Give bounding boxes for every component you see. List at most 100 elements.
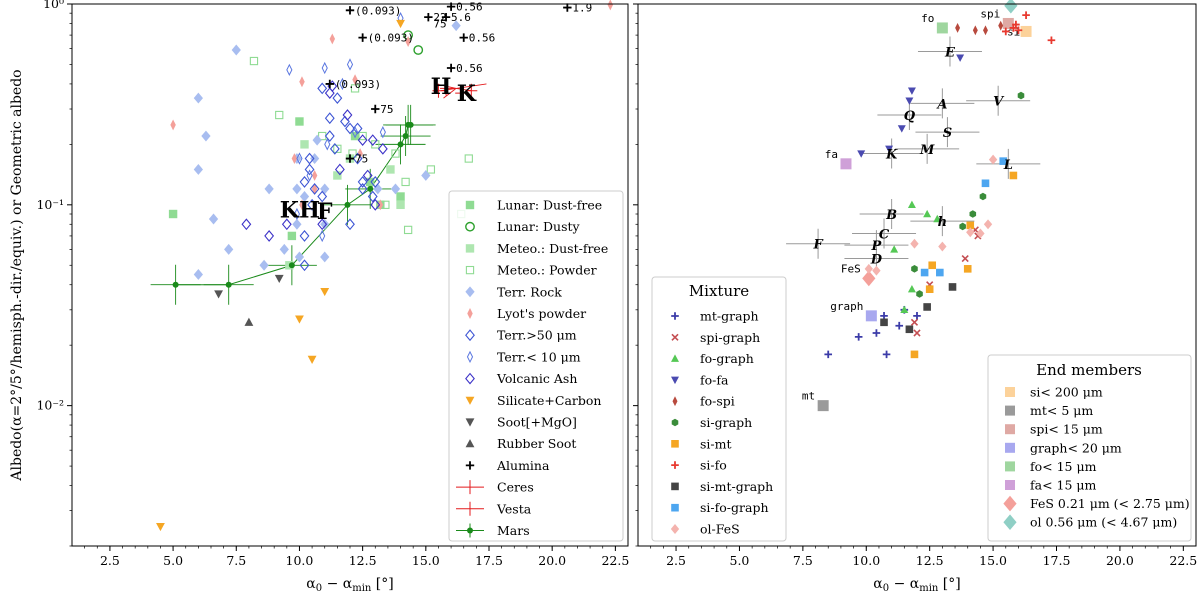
legend-label-lyot-s-powder: Lyot's powder (497, 306, 586, 321)
legend-swatch-fa (1005, 480, 1015, 490)
mixture-si-mt-graph-point (923, 303, 931, 311)
legend-swatch-si-fo (671, 461, 679, 469)
lunar-dust-free-point (396, 192, 405, 201)
end-members-legend-title: End members (1036, 361, 1142, 379)
legend-label-volcanic-ash: Volcanic Ash (496, 371, 577, 386)
legend-swatch-silicate-carbon (465, 396, 475, 405)
terr-50-m-point (357, 176, 368, 188)
legend-label-fa: fa< 15 μm (1030, 478, 1097, 493)
mixture-legend-frame (651, 276, 787, 542)
meteo-powder-point (249, 56, 259, 66)
legend-swatch-si-graph (671, 418, 679, 427)
meteo-powder-point (275, 110, 284, 120)
asteroid-line (456, 83, 487, 89)
taxonomy-letter: E (944, 46, 956, 61)
meteo-powder-point (348, 149, 357, 158)
terr-50-m-point (357, 183, 368, 195)
terr-10-m-point (321, 61, 328, 75)
mars-point (288, 262, 295, 269)
mixture-mt-graph-point (882, 350, 891, 359)
volcanic-ash-point (370, 198, 381, 211)
mixture-si-fo-point (1012, 20, 1020, 29)
right-panel: mtspigraphfofaFeSolsiEAVQSMKLBhCFPD 2.55… (633, 0, 1197, 594)
left-x-tick-label: 22.5 (601, 553, 629, 568)
mixture-spi-graph-point (913, 329, 921, 337)
meteo-dust-free-point (333, 171, 342, 180)
lunar-dust-free-point (287, 231, 297, 241)
meteo-powder-point (333, 144, 342, 153)
mixture-fo-graph-point (923, 209, 932, 218)
taxonomy-error-bar (976, 148, 1041, 179)
right-x-tick-label: 12.5 (916, 553, 944, 568)
legend-label-alumina: Alumina (496, 458, 550, 473)
terr-50-m-point (304, 163, 315, 176)
legend-swatch-terr-rock (465, 286, 475, 298)
mixture-si-mt-graph-point (948, 283, 957, 291)
legend-label-vesta: Vesta (496, 501, 532, 516)
volcanic-ash-point (281, 218, 292, 231)
mixture-fo-graph-point (890, 245, 899, 253)
mixture-fo-fa-point (857, 150, 866, 158)
legend-swatch-terr-50-m (465, 329, 475, 342)
lunar-dust-free-point (295, 117, 304, 126)
terr-10-m-point (324, 138, 331, 151)
legend-label-soot-mgo: Soot[+MgO] (497, 415, 577, 430)
mixture-si-fo-point (1022, 11, 1030, 19)
alumina-size-label: 75 (380, 103, 393, 116)
end-members-legend-items: si< 200 μm mt< 5 μm spi< 15 μm graph< 20 μm… (1003, 385, 1190, 530)
terr-10-m-point (296, 152, 303, 165)
end-members-legend-frame (987, 354, 1192, 542)
end-member-fa-point (840, 158, 852, 170)
alumina-point (371, 104, 380, 114)
terr-rock-point (259, 259, 269, 271)
mars-point (172, 281, 179, 288)
volcanic-ash-point (362, 169, 373, 182)
left-y-axis-label: Albedo(α=2°/5°/hemisph.-dir./equiv.) or … (9, 69, 25, 481)
legend-label-terr-10-m: Terr.< 10 μm (497, 349, 581, 364)
lyot-s-powder-point (299, 199, 305, 211)
mixture-fo-graph-point (907, 285, 916, 293)
left-y-tick-label: 10⁻² (36, 398, 64, 413)
taxonomy-error-bar (859, 199, 924, 230)
mixture-ol-fes-point (976, 228, 985, 239)
legend-label-terr-50-m: Terr.>50 μm (497, 328, 577, 343)
lyot-s-powder-point (299, 76, 305, 88)
terr-rock-point (320, 218, 330, 230)
terr-50-m-point (332, 92, 343, 104)
lunar-dusty-point (413, 45, 424, 55)
mixture-si-fo-graph-point (936, 268, 944, 277)
mixture-si-mt-point (966, 221, 975, 230)
volcanic-ash-point (377, 142, 388, 155)
mixture-fo-fa-point (885, 145, 894, 154)
volcanic-ash-point (317, 218, 328, 231)
right-x-tick-label: 5.0 (730, 553, 750, 568)
right-x-tick-label: 15.0 (979, 553, 1007, 568)
legend-label-meteo-powder: Meteo.: Powder (497, 263, 597, 278)
terr-rock-point (264, 183, 274, 195)
taxonomy-error-bar (966, 85, 1031, 116)
mars-point (397, 141, 404, 148)
mixture-si-graph-point (1017, 91, 1025, 100)
volcanic-ash-point (334, 163, 345, 176)
terr-10-m-point (379, 126, 386, 139)
taxonomy-error-bar (915, 117, 980, 148)
terr-rock-point (279, 243, 289, 255)
terr-rock-point (193, 268, 203, 280)
lyot-s-powder-point (170, 119, 176, 131)
taxonomy-letter: L (1003, 158, 1013, 173)
taxonomy-letter: h (938, 215, 947, 230)
mixture-si-mt-point (925, 285, 934, 294)
end-member-ol-point (1004, 0, 1018, 14)
volcanic-ash-point (342, 109, 353, 121)
volcanic-ash-point (241, 218, 252, 231)
end-member-label: mt (802, 390, 815, 403)
silicate-carbon-point (295, 315, 304, 324)
taxonomy-letter: D (870, 253, 883, 268)
mixture-si-mt-point (928, 261, 937, 270)
legend-swatch-fo-spi (672, 396, 678, 407)
terr-50-m-point (307, 198, 318, 211)
legend-swatch-lyot-s-powder (467, 308, 473, 319)
terr-50-m-point (299, 176, 310, 188)
left-legend: Lunar: Dust-free Lunar: Dusty Meteo.: Dust… (448, 190, 624, 542)
